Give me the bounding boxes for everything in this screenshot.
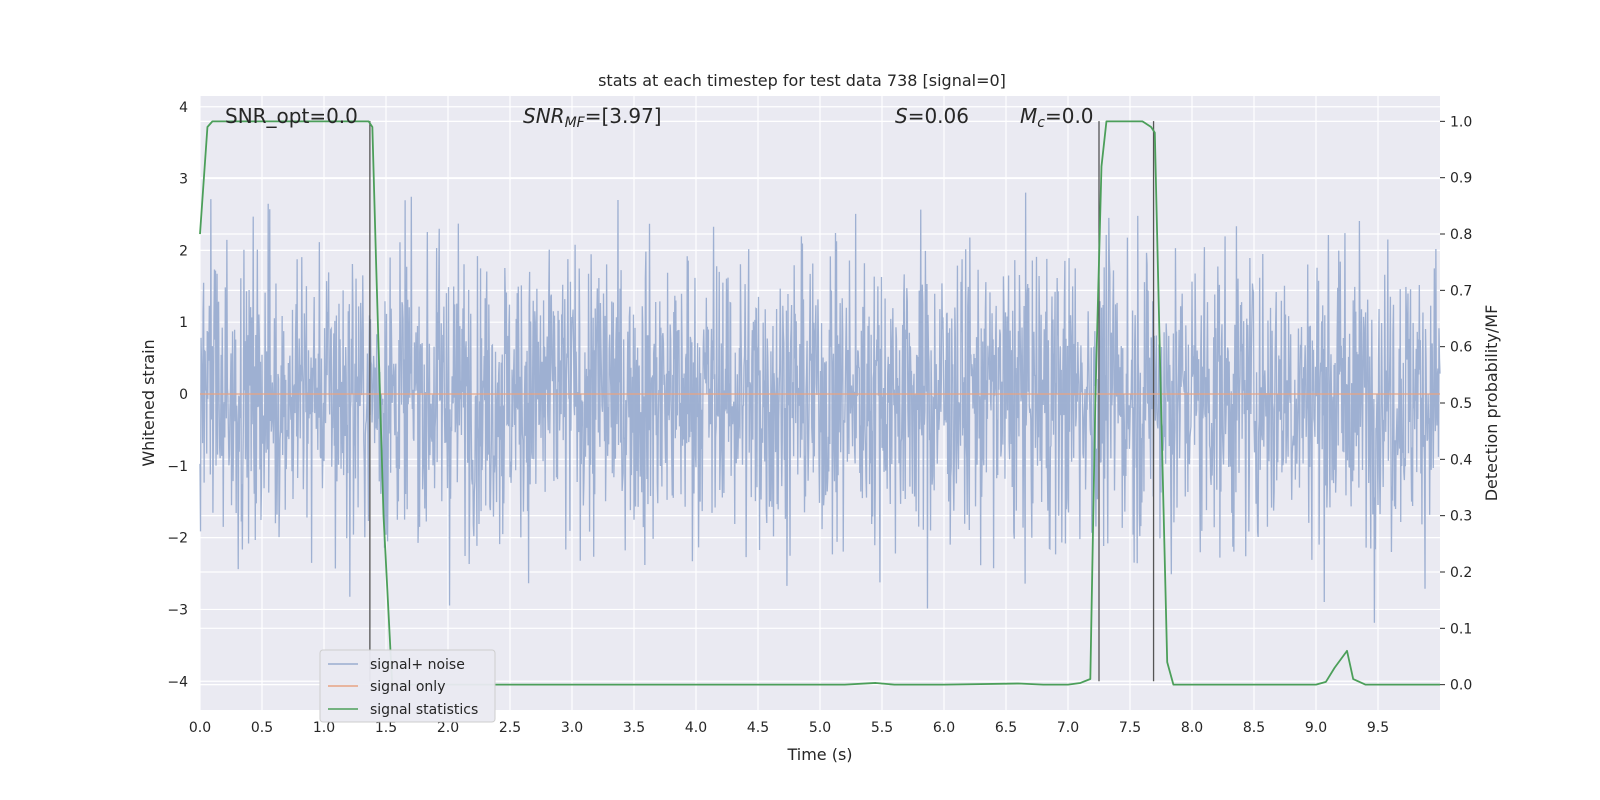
x-tick-label: 3.0: [561, 720, 583, 736]
y2-tick-label: 0.2: [1450, 565, 1472, 581]
x-tick-label: 0.0: [189, 720, 211, 736]
x-tick-label: 2.5: [499, 720, 521, 736]
y-tick-label: −2: [167, 531, 188, 547]
y-axis-ticks: −4 −3 −2 −1 0 1 2 3 4: [167, 100, 188, 691]
y2-tick-label: 0.7: [1450, 283, 1472, 299]
x-tick-label: 2.0: [437, 720, 459, 736]
x-tick-label: 5.5: [871, 720, 893, 736]
x-tick-label: 7.0: [1057, 720, 1079, 736]
x-tick-label: 8.0: [1181, 720, 1203, 736]
x-tick-label: 4.5: [747, 720, 769, 736]
annotation-s-value: =0.06: [908, 104, 969, 128]
x-tick-label: 6.5: [995, 720, 1017, 736]
x-tick-label: 7.5: [1119, 720, 1141, 736]
x-tick-label: 5.0: [809, 720, 831, 736]
annotation-snr-mf: SNRMF=[3.97]: [523, 104, 662, 131]
x-tick-label: 3.5: [623, 720, 645, 736]
noise-path: [199, 192, 1441, 623]
x-axis-ticks: 0.0 0.5 1.0 1.5 2.0 2.5 3.0 3.5 4.0 4.5 5.0 5.5 6.0 6…: [189, 720, 1389, 736]
chart-title: stats at each timestep for test data 738…: [598, 71, 1006, 90]
x-tick-label: 6.0: [933, 720, 955, 736]
annotation-snr-mf-symbol: SNR: [523, 104, 565, 128]
y-axis-label: Whitened strain: [139, 339, 158, 466]
y-tick-label: 1: [179, 315, 188, 331]
annotation-snr-mf-subscript: MF: [565, 115, 586, 131]
y2-tick-label: 0.1: [1450, 621, 1472, 637]
x-tick-label: 9.5: [1367, 720, 1389, 736]
legend-label-noise: signal+ noise: [370, 657, 465, 673]
x-tick-label: 1.5: [375, 720, 397, 736]
annotation-s: S=0.06: [895, 104, 969, 128]
y2-tick-label: 0.6: [1450, 340, 1472, 356]
signal-statistics-trace: [199, 120, 1440, 686]
y-tick-label: −1: [167, 459, 188, 475]
y2-tick-label: 0.4: [1450, 452, 1472, 468]
annotation-mc-subscript: c: [1037, 115, 1045, 131]
y2-tick-label: 0.3: [1450, 509, 1472, 525]
legend-label-stats: signal statistics: [370, 702, 478, 718]
y2-tick-label: 0.5: [1450, 396, 1472, 412]
y2-tick-label: 0.0: [1450, 678, 1472, 694]
legend: signal+ noise signal only signal statist…: [319, 649, 496, 723]
legend-label-signal: signal only: [370, 679, 445, 695]
annotation-mc: Mc=0.0: [1020, 104, 1094, 131]
y2-tick-label: 0.9: [1450, 171, 1472, 187]
marker-lines: [369, 121, 1155, 682]
y-tick-label: −3: [167, 602, 188, 618]
x-tick-label: 4.0: [685, 720, 707, 736]
noise-trace: [199, 192, 1441, 623]
x-axis-label: Time (s): [786, 745, 852, 764]
y2-tick-label: 1.0: [1450, 114, 1472, 130]
y2-axis-label: Detection probability/MF: [1482, 305, 1501, 502]
x-tick-label: 1.0: [313, 720, 335, 736]
y-tick-label: 3: [179, 172, 188, 188]
x-tick-label: 9.0: [1305, 720, 1327, 736]
y-tick-label: 4: [179, 100, 188, 116]
annotation-s-symbol: S: [895, 104, 908, 128]
x-tick-label: 8.5: [1243, 720, 1265, 736]
annotation-snr-opt: SNR_opt=0.0: [225, 104, 358, 128]
y-tick-label: 2: [179, 243, 188, 259]
annotation-mc-symbol: M: [1020, 104, 1037, 128]
signal-statistics-line: [199, 120, 1440, 686]
x-tick-label: 0.5: [251, 720, 273, 736]
y-tick-label: −4: [167, 674, 188, 690]
y-tick-label: 0: [179, 387, 188, 403]
annotation-mc-value: =0.0: [1045, 104, 1094, 128]
y2-tick-label: 0.8: [1450, 227, 1472, 243]
legend-box: [319, 649, 496, 723]
annotation-snr-mf-value: =[3.97]: [585, 104, 662, 128]
y2-axis-ticks: 0.0 0.1 0.2 0.3 0.4 0.5 0.6 0.7 0.8 0.9 1.0: [1440, 114, 1472, 694]
